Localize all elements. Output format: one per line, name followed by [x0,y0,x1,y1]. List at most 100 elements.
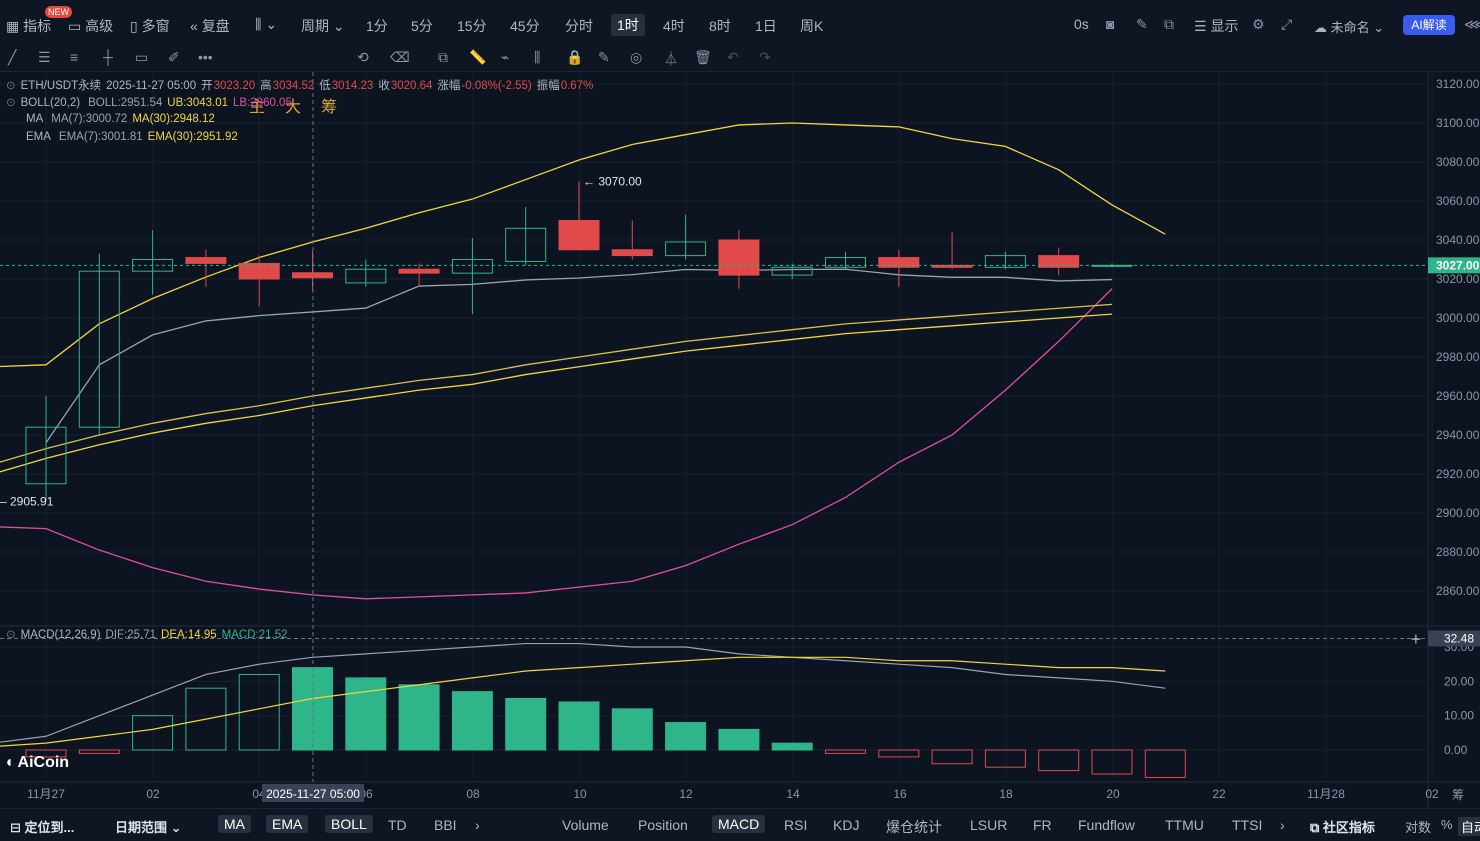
ema-label[interactable]: EMA [26,131,51,143]
ruler-icon[interactable]: 📏 [469,49,487,65]
more-tools-icon[interactable]: ••• [198,49,213,65]
candle-body [665,241,707,257]
chart-type-button[interactable]: ⫼ ⌄ [255,16,278,32]
main-indicator-ma[interactable]: MA [218,815,251,833]
filter-icon[interactable]: ⏃ [664,51,678,67]
note-icon[interactable]: ✎ [598,49,610,65]
display-button[interactable]: ☰ 显示 [1194,18,1239,34]
timeframe-5m[interactable]: 5分 [411,18,433,34]
locate-button[interactable]: ⊟ 定位到... [10,820,75,835]
macd-bar [185,687,227,751]
price-tick-label: 2880.00 [1436,545,1480,559]
magnet-icon[interactable]: ⌁ [501,49,510,65]
chips-toggle[interactable]: 筹 [321,99,338,116]
auto-scale-toggle[interactable]: 自动 [1458,817,1480,836]
sub-indicator-1[interactable]: Position [638,817,688,833]
period-dropdown[interactable]: 周期 ⌄ [301,18,345,34]
eraser-icon[interactable]: ⌫ [390,49,410,65]
boll-ub: UB:3043.01 [167,97,229,109]
main-indicator-boll[interactable]: BOLL [325,815,373,833]
timeframe-1w[interactable]: 周K [800,18,824,34]
sub-indicator-8[interactable]: Fundflow [1078,817,1135,833]
sub-indicator-2[interactable]: MACD [712,815,766,833]
time-tick-label: 12 [679,787,693,801]
date-range-dropdown[interactable]: 日期范围 ⌄ [115,820,182,835]
macd-bar [505,698,547,751]
timeframe-8h[interactable]: 8时 [709,18,731,34]
sub-indicator-6[interactable]: LSUR [970,817,1008,833]
sub-indicator-4[interactable]: KDJ [833,817,860,833]
sub-indicator-3[interactable]: RSI [784,817,808,833]
ma-label[interactable]: MA [26,113,44,125]
sub-indicator-5[interactable]: 爆仓统计 [886,819,942,835]
advanced-button[interactable]: ▭ 高级 [68,18,114,34]
sub-more-icon[interactable]: › [1280,817,1285,833]
log-scale-toggle[interactable]: 对数 [1405,820,1432,835]
macd-pane [0,642,1186,778]
timeframe-4h[interactable]: 4时 [663,18,685,34]
lock-icon[interactable]: 🔒 [566,49,584,65]
community-indicators[interactable]: ⧉ 社区指标 [1310,820,1375,835]
timeframe-15m[interactable]: 15分 [457,18,487,34]
camera-icon[interactable]: ◙ [1106,16,1115,32]
macd-bar [771,742,813,751]
timeframe-1d[interactable]: 1日 [755,18,777,34]
collapse-icon[interactable]: ⊙ [6,97,16,109]
community-label: 社区指标 [1322,820,1375,835]
sub-indicator-7[interactable]: FR [1033,817,1052,833]
collapse-icon[interactable]: ⊙ [6,629,16,641]
pencil-icon[interactable]: ✎ [1136,16,1148,32]
top-toolbar: NEW ▦ 指标 ▭ 高级 ▯ 多窗 « 复盘 ⫼ ⌄ 周期 ⌄ 1分 5分 1… [0,0,1480,48]
horizontal-lines-icon[interactable]: ≡ [70,49,79,65]
sub-indicator-9[interactable]: TTMU [1165,817,1204,833]
percent-toggle[interactable]: % [1441,817,1453,832]
gear-icon[interactable]: ⚙ [1252,16,1265,32]
fullscreen-icon[interactable]: ⤢ [1281,16,1293,32]
logo-text: AiCoin [17,754,70,771]
candle-body [25,426,67,485]
price-chart[interactable]: 3120.00 3100.00 3080.00 3060.00 3040.00 3020.… [0,72,1480,808]
replay-button[interactable]: « 复盘 [190,18,230,34]
indicators-button[interactable]: ▦ 指标 [6,18,52,34]
macd-bar [78,749,120,754]
big-order-toggle[interactable]: 大 [285,99,302,116]
trash-icon[interactable]: 🗑 [694,49,712,65]
dif-line [0,642,1166,743]
price-tick-label: 3020.00 [1436,272,1480,286]
redo-icon[interactable]: ↷ [759,49,771,65]
brush-icon[interactable]: ✐ [168,49,180,65]
timeframe-1h[interactable]: 1时 [611,14,645,36]
main-indicator-bbi[interactable]: BBI [434,817,457,833]
main-chart-toggle[interactable]: 主 [249,99,266,116]
high-value: 3034.52 [272,80,315,92]
sub-indicator-10[interactable]: TTSI [1232,817,1263,833]
undo-icon[interactable]: ↶ [727,49,739,65]
close-value: 3020.64 [390,80,433,92]
macd-label[interactable]: MACD(12,26,9) [20,629,101,641]
current-price-label: 3027.00 [1436,258,1480,272]
rectangle-icon[interactable]: ▭ [135,49,149,65]
line-tool-icon[interactable]: ╱ [8,49,17,65]
eye-icon[interactable]: ◎ [630,49,643,65]
main-indicator-td[interactable]: TD [388,817,407,833]
window-icon[interactable]: ⧉ [1164,16,1174,32]
drawing-toolbar: ╱ ☰ ≡ ┼ ▭ ✐ ••• 主 大 筹 ⟲ ⌫ ⧉ 📏 ⌁ ⫼ 🔒 ✎ ◎ … [0,44,1480,116]
boll-label[interactable]: BOLL(20,2) [20,97,81,109]
timeframe-timeshare[interactable]: 分时 [565,18,593,34]
macd-value: MACD:21.52 [221,629,288,641]
copy-icon[interactable]: ⧉ [438,49,448,65]
share-icon[interactable]: ⋘ [1464,16,1480,32]
layout-dropdown[interactable]: ☁ 未命名 ⌄ [1314,20,1385,35]
ai-read-button[interactable]: AI解读 [1403,15,1455,35]
horizontal-line-icon[interactable]: ┼ [103,49,113,65]
main-more-icon[interactable]: › [475,817,480,833]
sub-indicator-0[interactable]: Volume [562,817,609,833]
sync-icon[interactable]: ⟲ [357,49,369,65]
main-indicator-ema[interactable]: EMA [266,815,309,833]
parallel-lines-icon[interactable]: ☰ [38,49,51,65]
candle-icon[interactable]: ⫼ [534,49,541,65]
multi-window-button[interactable]: ▯ 多窗 [130,18,170,34]
timeframe-1m[interactable]: 1分 [366,18,388,34]
collapse-icon[interactable]: ⊙ [6,80,16,92]
timeframe-45m[interactable]: 45分 [510,18,540,34]
